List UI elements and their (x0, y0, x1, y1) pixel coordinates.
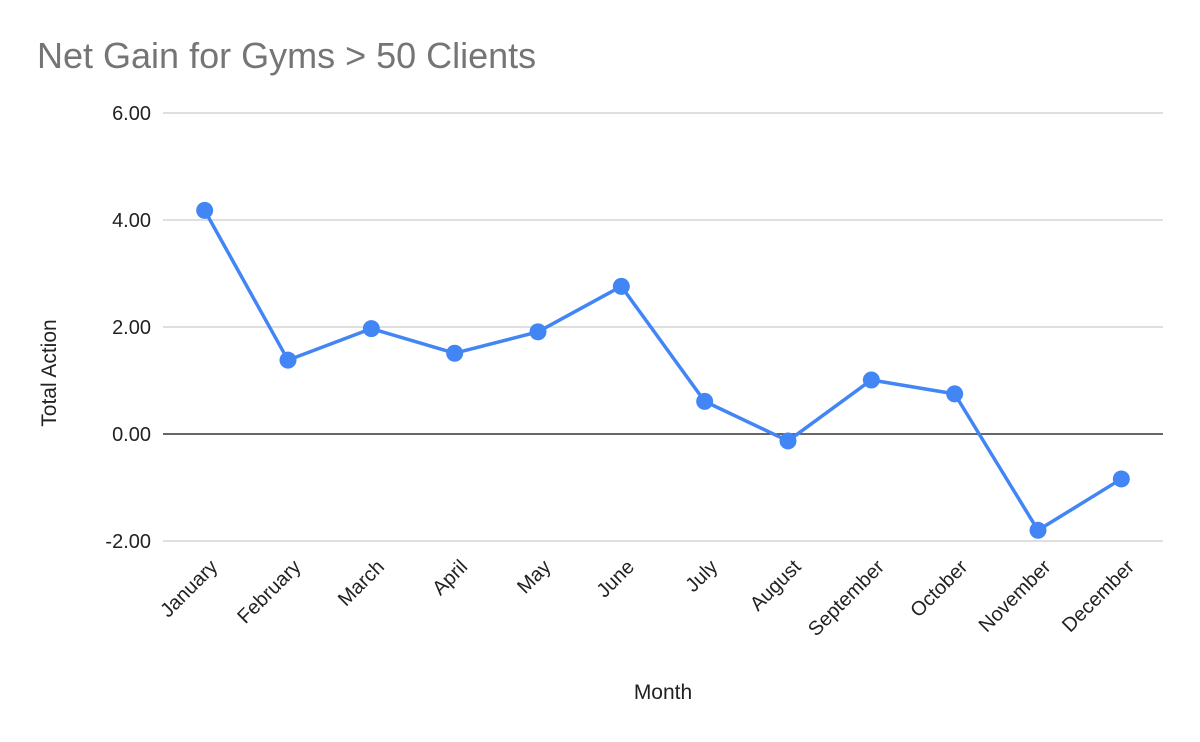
data-point (862, 371, 880, 389)
x-tick-label: April (428, 556, 472, 600)
y-axis-label: Total Action (38, 319, 61, 426)
data-point (279, 351, 297, 369)
series-group (196, 201, 1130, 539)
y-tick-label: 0.00 (112, 424, 151, 446)
data-point (446, 344, 464, 362)
x-tick-label: December (1058, 556, 1139, 637)
data-point (612, 277, 630, 295)
data-point (1029, 521, 1047, 539)
x-tick-label: October (906, 556, 972, 622)
chart-title: Net Gain for Gyms > 50 Clients (37, 35, 536, 76)
data-point (779, 432, 797, 450)
series-line (203, 209, 1123, 533)
x-tick-label: February (233, 556, 305, 628)
y-tick-label: 6.00 (112, 103, 151, 125)
x-axis-label: Month (634, 681, 692, 704)
x-tick-label: November (975, 556, 1056, 637)
data-point (529, 323, 547, 341)
y-tick-label: 4.00 (112, 210, 151, 232)
data-point (362, 320, 380, 338)
x-tick-label: January (156, 556, 222, 622)
data-point (946, 385, 964, 403)
gridlines (163, 112, 1163, 542)
y-axis-ticks: -2.00 0.00 2.00 4.00 6.00 (105, 103, 151, 553)
data-point (1112, 470, 1130, 488)
x-axis-ticks: January February March April May June July Augu… (156, 556, 1139, 641)
x-tick-label: March (334, 556, 389, 611)
y-tick-label: -2.00 (105, 531, 151, 553)
x-tick-label: July (681, 556, 722, 597)
y-tick-label: 2.00 (112, 317, 151, 339)
x-tick-label: May (513, 556, 555, 598)
data-point (196, 201, 214, 219)
x-tick-label: August (746, 556, 806, 616)
x-tick-label: September (804, 556, 889, 641)
data-point (696, 392, 714, 410)
x-tick-label: June (593, 556, 639, 602)
